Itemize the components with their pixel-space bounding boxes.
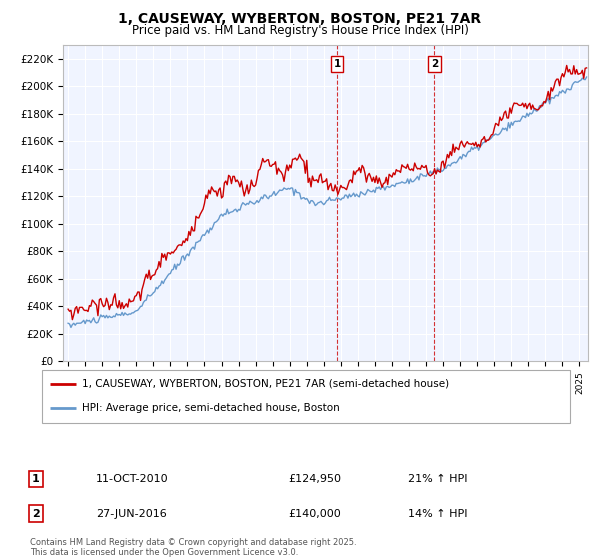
Text: 1: 1 <box>334 59 341 69</box>
Text: 21% ↑ HPI: 21% ↑ HPI <box>408 474 467 484</box>
FancyBboxPatch shape <box>42 370 570 423</box>
Text: 2: 2 <box>431 59 438 69</box>
Text: 14% ↑ HPI: 14% ↑ HPI <box>408 508 467 519</box>
Text: 1, CAUSEWAY, WYBERTON, BOSTON, PE21 7AR (semi-detached house): 1, CAUSEWAY, WYBERTON, BOSTON, PE21 7AR … <box>82 379 449 389</box>
Text: Contains HM Land Registry data © Crown copyright and database right 2025.
This d: Contains HM Land Registry data © Crown c… <box>30 538 356 557</box>
Text: £140,000: £140,000 <box>288 508 341 519</box>
Text: 1, CAUSEWAY, WYBERTON, BOSTON, PE21 7AR: 1, CAUSEWAY, WYBERTON, BOSTON, PE21 7AR <box>118 12 482 26</box>
Text: £124,950: £124,950 <box>288 474 341 484</box>
Text: Price paid vs. HM Land Registry's House Price Index (HPI): Price paid vs. HM Land Registry's House … <box>131 24 469 36</box>
Text: 27-JUN-2016: 27-JUN-2016 <box>96 508 167 519</box>
Text: 1: 1 <box>32 474 40 484</box>
Text: HPI: Average price, semi-detached house, Boston: HPI: Average price, semi-detached house,… <box>82 403 340 413</box>
Text: 2: 2 <box>32 508 40 519</box>
Text: 11-OCT-2010: 11-OCT-2010 <box>96 474 169 484</box>
